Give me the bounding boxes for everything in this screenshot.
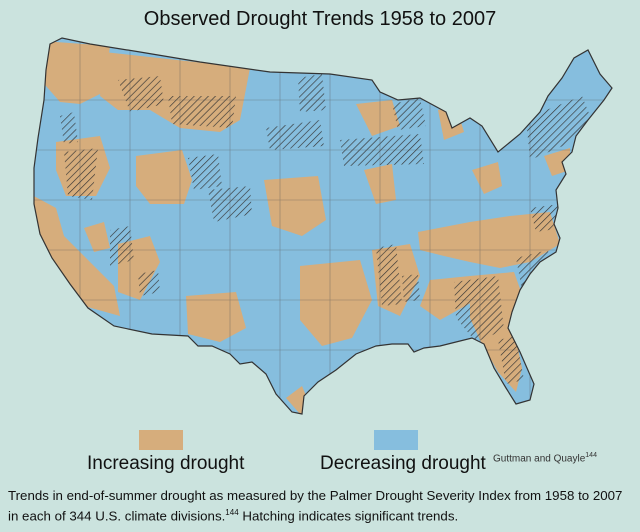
caption-ref: 144 <box>225 508 239 517</box>
decreasing-drought-label: Decreasing drought <box>320 453 486 474</box>
increasing-drought-label: Increasing drought <box>87 453 245 474</box>
caption-note: Hatching indicates significant trends. <box>238 508 459 524</box>
map-caption: Trends in end-of-summer drought as measu… <box>8 487 634 524</box>
decreasing-drought-swatch <box>374 430 418 450</box>
increasing-drought-swatch <box>139 430 183 450</box>
source-credit: Guttman and Quayle144 <box>493 452 597 464</box>
credit-ref: 144 <box>585 452 597 459</box>
caption-text: Trends in end-of-summer drought as measu… <box>8 488 623 524</box>
map-title: Observed Drought Trends 1958 to 2007 <box>143 8 497 30</box>
credit-text: Guttman and Quayle <box>493 453 586 465</box>
